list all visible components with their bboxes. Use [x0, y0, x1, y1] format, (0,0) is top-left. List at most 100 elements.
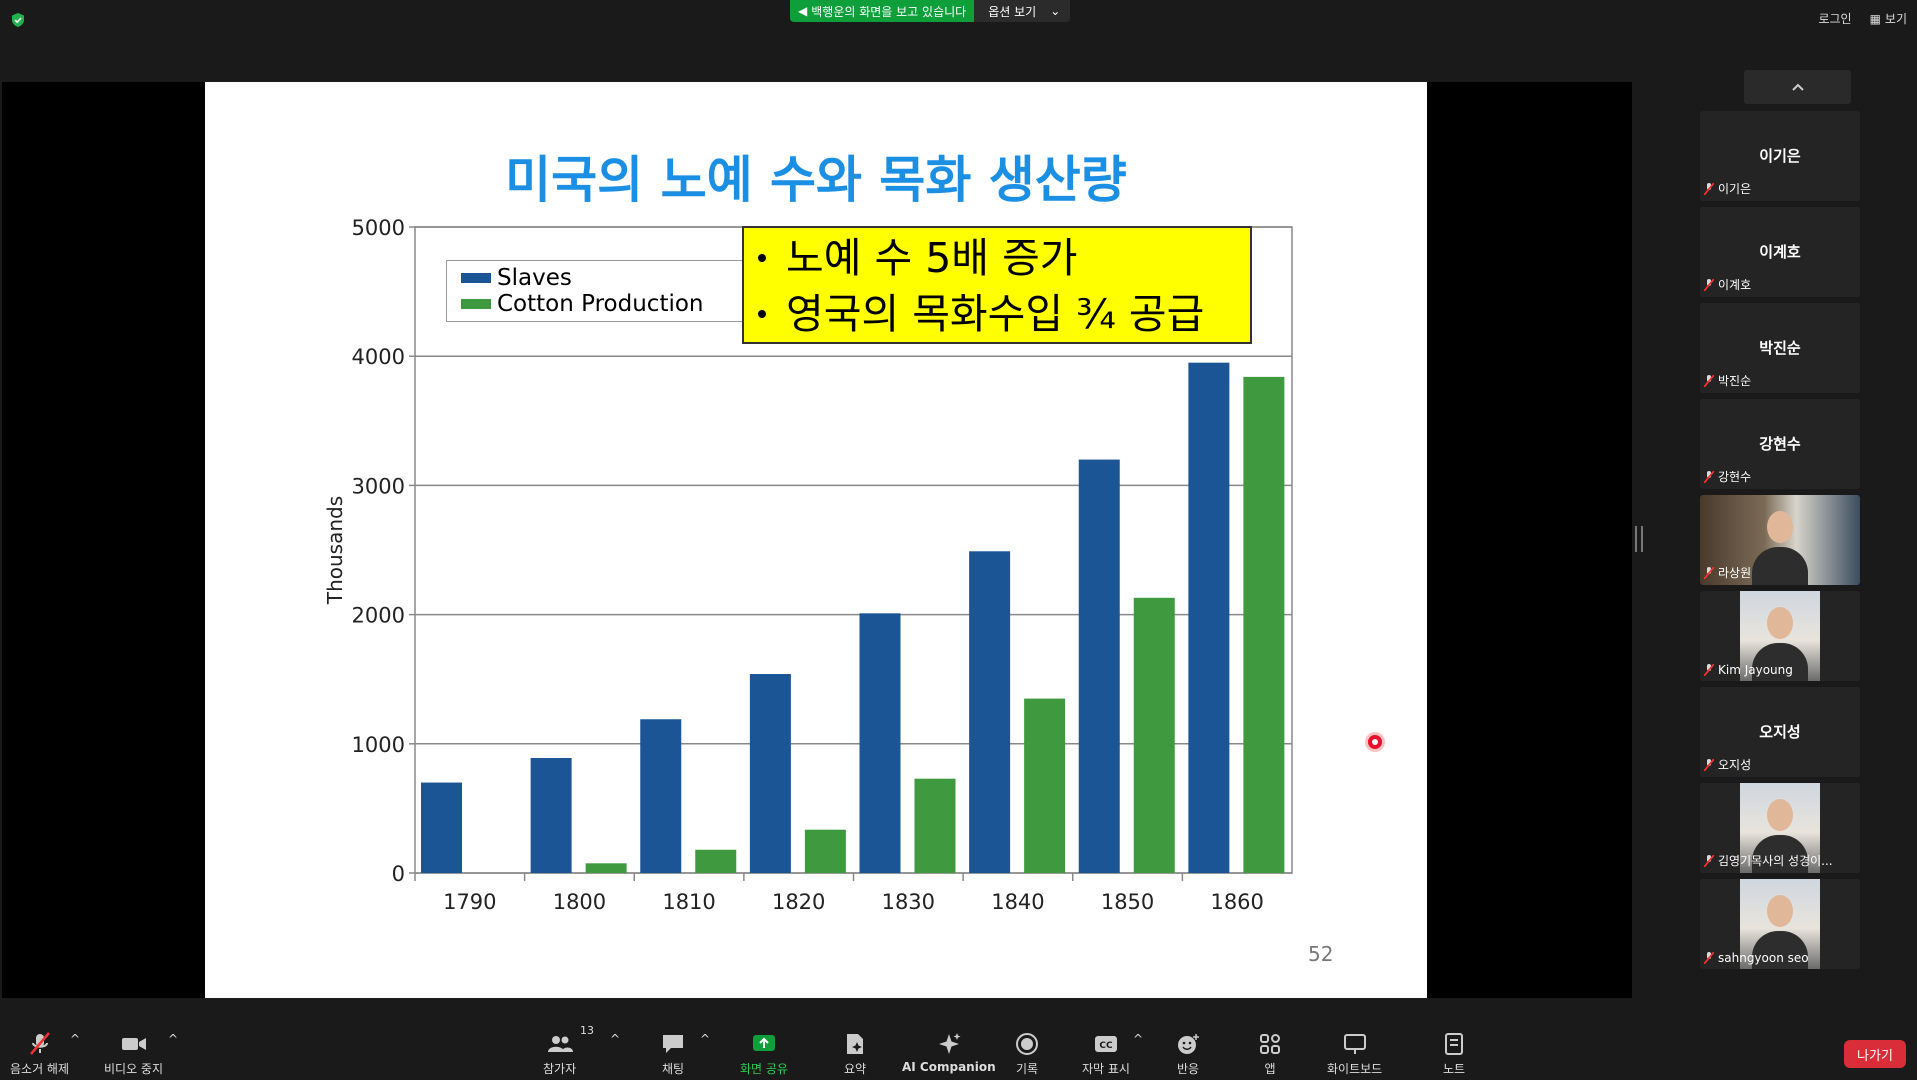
mic-muted-icon [1704, 182, 1714, 195]
participant-name: Kim Jayoung [1718, 663, 1793, 677]
callout-text-2: 영국의 목화수입 ¾ 공급 [786, 290, 1205, 338]
viewing-text: 백행운의 화면을 보고 있습니다 [811, 4, 967, 19]
mic-muted-icon [1704, 952, 1714, 964]
bar-slaves-1800 [530, 758, 572, 873]
bar-chart: 0 1000 2000 3000 4000 5000 Thousands 1790 1800 18… [323, 216, 1293, 914]
record-icon [1016, 1033, 1038, 1055]
apps-button[interactable]: 앱 [1258, 1032, 1282, 1077]
stop-video-label: 비디오 중지 [104, 1062, 164, 1076]
view-button[interactable]: ▦ 보기 [1870, 10, 1907, 27]
record-button[interactable]: 기록 [1015, 1032, 1039, 1077]
chat-options-caret[interactable]: ^ [700, 1032, 711, 1046]
participant-name-label: Kim Jayoung [1704, 663, 1793, 677]
share-screen-button[interactable]: 화면 공유 [740, 1032, 788, 1077]
top-bar: ◀ 백행운의 화면을 보고 있습니다 옵션 보기 ⌄ 로그인 ▦ 보기 [0, 0, 1917, 82]
shield-check-icon [12, 13, 24, 27]
mic-muted-icon [1704, 470, 1714, 483]
captions-label: 자막 표시 [1082, 1062, 1130, 1076]
callout-line: 노예 수 5배 증가 [758, 230, 1236, 286]
whiteboard-icon [1343, 1034, 1366, 1054]
participant-tile[interactable]: 라상원 [1700, 495, 1860, 585]
participants-options-caret[interactable]: ^ [610, 1032, 621, 1046]
person-silhouette-icon [1767, 895, 1793, 927]
participant-tile[interactable]: 박진순 박진순 [1700, 303, 1860, 393]
summary-label: 요약 [843, 1062, 867, 1076]
scroll-up-button[interactable] [1744, 70, 1851, 104]
x-tick-label: 1830 [882, 890, 935, 914]
participant-tile[interactable]: 이기은 이기은 [1700, 111, 1860, 201]
captions-button[interactable]: CC 자막 표시 [1082, 1032, 1130, 1077]
participant-tile[interactable]: 김영기목사의 성경이... [1700, 783, 1860, 873]
participant-name: sahngyoon seo [1718, 951, 1809, 965]
callout-text-1: 노예 수 5배 증가 [786, 234, 1078, 282]
bar-cotton-1840 [1024, 698, 1066, 873]
x-tick-label: 1790 [443, 890, 496, 914]
participant-name: 강현수 [1718, 470, 1752, 484]
y-tick-label: 2000 [352, 604, 405, 628]
speaker-icon: ◀ [798, 4, 808, 18]
whiteboard-label: 화이트보드 [1327, 1062, 1383, 1076]
participant-display-name: 박진순 [1759, 339, 1801, 357]
laser-pointer-icon [1368, 735, 1382, 749]
callout-box: 노예 수 5배 증가 영국의 목화수입 ¾ 공급 [742, 226, 1252, 344]
bar-cotton-1850 [1133, 597, 1175, 873]
notes-button[interactable]: 노트 [1443, 1032, 1465, 1077]
x-tick-label: 1840 [991, 890, 1044, 914]
login-button[interactable]: 로그인 [1818, 12, 1852, 26]
video-options-caret[interactable]: ^ [168, 1032, 179, 1046]
bar-slaves-1820 [749, 674, 791, 873]
participants-button[interactable]: 참가자 [543, 1032, 576, 1077]
view-options-button[interactable]: 옵션 보기 ⌄ [974, 0, 1071, 22]
participant-name-label: 강현수 [1704, 468, 1751, 485]
apps-label: 앱 [1264, 1062, 1276, 1076]
video-feed [1700, 495, 1860, 585]
person-body-icon [1752, 643, 1808, 681]
mic-muted-icon [1704, 664, 1714, 676]
participant-display-name: 강현수 [1759, 435, 1801, 453]
share-screen-label: 화면 공유 [740, 1062, 788, 1076]
legend-item-slaves: Slaves [461, 265, 572, 291]
participant-tile[interactable]: sahngyoon seo [1700, 879, 1860, 969]
video-feed [1740, 783, 1820, 873]
y-tick-label: 5000 [352, 216, 405, 240]
participants-count: 13 [580, 1024, 594, 1037]
top-right-controls: 로그인 ▦ 보기 [1818, 10, 1907, 27]
participant-name-label: 라상원 [1704, 564, 1751, 581]
chat-label: 채팅 [661, 1062, 685, 1076]
svg-text:CC: CC [1099, 1041, 1113, 1051]
reactions-label: 반응 [1176, 1062, 1200, 1076]
panel-resize-handle[interactable] [1635, 526, 1643, 552]
participant-name-label: 이기은 [1704, 180, 1751, 197]
participant-tile[interactable]: 이계호 이계호 [1700, 207, 1860, 297]
participant-name: 라상원 [1718, 566, 1752, 580]
chart-legend: Slaves Cotton Production [446, 260, 751, 322]
reactions-button[interactable]: 반응 [1175, 1032, 1201, 1077]
y-axis-label: Thousands [323, 496, 347, 605]
bar-slaves-1810 [640, 719, 682, 873]
share-screen-icon [752, 1035, 775, 1051]
chat-icon [663, 1035, 683, 1053]
sparkle-icon [938, 1033, 961, 1054]
bullet-icon [758, 310, 766, 318]
unmute-button[interactable]: 음소거 해제 [10, 1032, 69, 1077]
participant-tile[interactable]: Kim Jayoung [1700, 591, 1860, 681]
mic-muted-icon [29, 1032, 50, 1055]
ai-companion-button[interactable]: AI Companion [902, 1032, 996, 1074]
x-tick-label: 1820 [772, 890, 825, 914]
participant-tile[interactable]: 강현수 강현수 [1700, 399, 1860, 489]
leave-button[interactable]: 나가기 [1844, 1040, 1906, 1068]
whiteboard-button[interactable]: 화이트보드 [1327, 1032, 1382, 1077]
audio-options-caret[interactable]: ^ [70, 1032, 81, 1046]
callout-line: 영국의 목화수입 ¾ 공급 [758, 286, 1236, 342]
stop-video-button[interactable]: 비디오 중지 [104, 1032, 163, 1077]
person-body-icon [1752, 835, 1808, 873]
bar-cotton-1820 [804, 829, 846, 873]
captions-options-caret[interactable]: ^ [1133, 1032, 1144, 1046]
participant-tile[interactable]: 오지성 오지성 [1700, 687, 1860, 777]
notes-icon [1445, 1033, 1464, 1055]
participant-name: 김영기목사의 성경이... [1718, 854, 1833, 868]
chat-button[interactable]: 채팅 [660, 1032, 686, 1077]
view-label: 보기 [1884, 12, 1907, 26]
mic-muted-icon [1704, 374, 1714, 387]
summary-button[interactable]: 요약 [843, 1032, 867, 1077]
